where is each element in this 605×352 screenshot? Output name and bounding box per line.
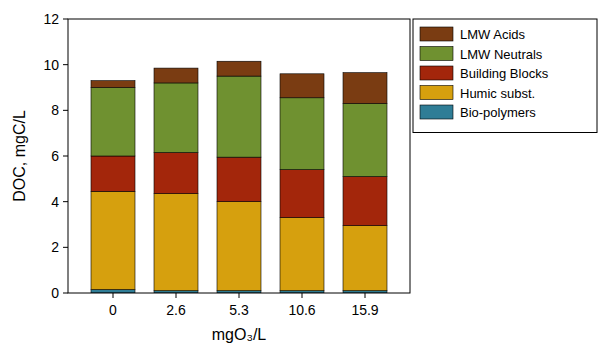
y-tick-label: 2 (51, 239, 59, 255)
legend-swatch (420, 47, 453, 61)
bars (91, 61, 387, 293)
bar-segment (217, 76, 261, 157)
bar-segment (91, 290, 135, 293)
bar-segment (280, 170, 324, 218)
bar-segment (91, 88, 135, 157)
chart-container: 0 2 4 6 8 10 12 0 2.6 5.3 10.6 15.9 mgO₃/L DOC, mgC/L… (0, 0, 605, 352)
x-tick (113, 293, 114, 298)
y-tick-label: 4 (51, 194, 59, 210)
y-tick (63, 19, 68, 20)
x-tick-label: 0 (109, 302, 117, 318)
legend-label: Humic subst. (460, 86, 535, 101)
x-tick-label: 10.6 (288, 302, 315, 318)
x-tick-label: 2.6 (166, 302, 186, 318)
x-tick (176, 293, 177, 298)
bar-segment (280, 218, 324, 291)
y-tick (63, 293, 68, 294)
chart-svg: 0 2 4 6 8 10 12 0 2.6 5.3 10.6 15.9 mgO₃/L DOC, mgC/L… (0, 0, 605, 352)
bar-segment (154, 153, 198, 194)
bar-segment (154, 83, 198, 153)
y-tick (63, 64, 68, 65)
y-tick (63, 156, 68, 157)
bar-segment (91, 156, 135, 191)
bar-segment (217, 157, 261, 202)
plot-frame (68, 19, 410, 293)
bar-segment (280, 98, 324, 170)
x-tick-label: 5.3 (229, 302, 249, 318)
y-tick-label: 6 (51, 148, 59, 164)
legend: LMW Acids LMW Neutrals Building Blocks Humi… (413, 19, 597, 133)
y-tick-label: 8 (51, 102, 59, 118)
bar-segment (280, 74, 324, 98)
y-tick-label: 12 (43, 11, 59, 27)
legend-label: LMW Acids (460, 27, 526, 42)
legend-swatch (420, 86, 453, 100)
legend-swatch (420, 66, 453, 80)
bar-segment (217, 61, 261, 76)
bar-segment (343, 177, 387, 226)
legend-swatch (420, 27, 453, 41)
legend-label: Bio-polymers (460, 105, 536, 120)
x-tick (365, 293, 366, 298)
legend-label: LMW Neutrals (460, 47, 543, 62)
y-tick (63, 110, 68, 111)
legend-swatch (420, 105, 453, 119)
bar-segment (217, 202, 261, 291)
bar-segment (91, 81, 135, 88)
bar-segment (343, 73, 387, 104)
y-tick (63, 201, 68, 202)
x-tick (302, 293, 303, 298)
x-tick (239, 293, 240, 298)
y-tick-label: 10 (43, 57, 59, 73)
y-tick-label: 0 (51, 285, 59, 301)
legend-label: Building Blocks (460, 66, 549, 81)
legend-box (413, 19, 597, 133)
bar-segment (343, 103, 387, 176)
y-tick (63, 247, 68, 248)
y-axis-label: DOC, mgC/L (11, 110, 28, 202)
x-axis-label: mgO₃/L (212, 326, 267, 343)
bar-segment (154, 68, 198, 83)
bar-segment (343, 226, 387, 291)
bar-segment (91, 191, 135, 289)
bar-segment (154, 194, 198, 291)
x-tick-label: 15.9 (351, 302, 378, 318)
